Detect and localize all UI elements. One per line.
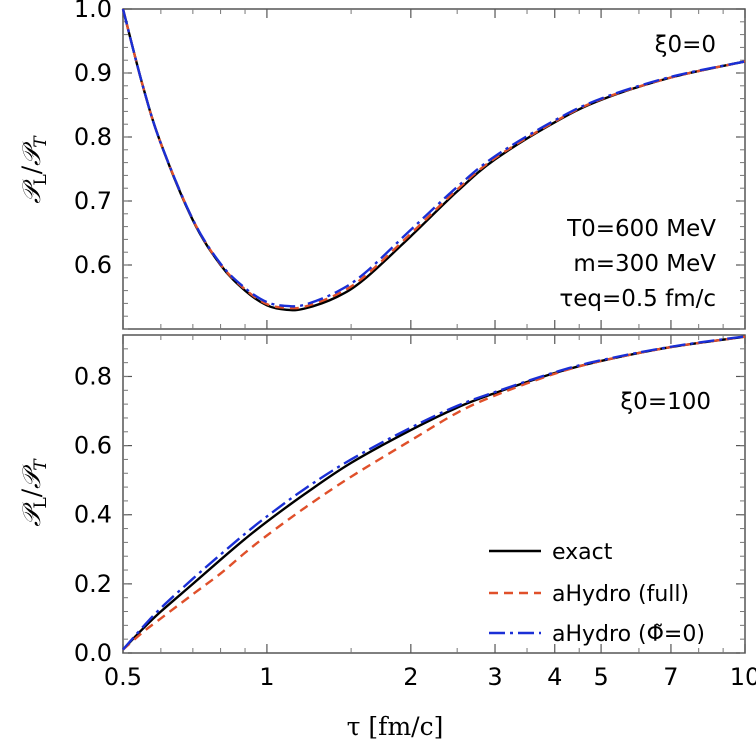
x-tick-label: 3 <box>487 663 502 691</box>
top-y-tick-label: 0.9 <box>74 59 112 87</box>
top-axis-ticks: 0.6 0.7 0.8 0.9 1.0 <box>74 0 746 330</box>
top-plot-frame <box>122 8 746 330</box>
top-series <box>121 8 746 312</box>
top-y-tick-label: 0.8 <box>74 123 112 151</box>
bottom-y-tick-label: 0.6 <box>74 432 112 460</box>
param-tau-eq: τeq=0.5 fm/c <box>559 286 716 312</box>
bottom-series <box>122 335 746 651</box>
top-y-tick-label: 0.7 <box>74 187 112 215</box>
legend-label-exact: exact <box>552 540 613 565</box>
bottom-y-tick-label: 0.8 <box>74 362 112 390</box>
x-tick-label: 4 <box>547 663 562 691</box>
x-tick-label: 5 <box>593 663 608 691</box>
bottom-axis-ticks: 0.0 0.2 0.4 0.6 0.8 0.5 1 2 3 4 5 7 10 <box>74 335 756 691</box>
top-y-axis-label: 𝒫L/𝒫T <box>17 135 51 204</box>
legend: exact aHydro (full) aHydro (Φ̃=0) <box>489 540 705 647</box>
bottom-y-tick-label: 0.0 <box>74 639 112 667</box>
x-tick-label: 10 <box>730 663 756 691</box>
bottom-y-tick-label: 0.2 <box>74 570 112 598</box>
legend-label-phi: aHydro (Φ̃=0) <box>552 622 705 647</box>
top-series-phi <box>121 8 746 308</box>
x-tick-label: 1 <box>259 663 274 691</box>
x-axis-label: τ [fm/c] <box>347 712 444 741</box>
x-tick-label: 2 <box>403 663 418 691</box>
bottom-xi-annotation: ξ0=100 <box>620 389 711 415</box>
legend-label-full: aHydro (full) <box>552 582 689 607</box>
x-tick-label: 7 <box>663 663 678 691</box>
top-xi-annotation: ξ0=0 <box>655 32 716 58</box>
top-y-tick-label: 0.6 <box>74 251 112 279</box>
param-m: m=300 MeV <box>573 251 716 277</box>
bottom-plot-frame <box>122 334 746 654</box>
top-y-tick-label: 1.0 <box>74 0 112 23</box>
bottom-y-axis-label: 𝒫L/𝒫T <box>17 458 51 527</box>
bottom-y-tick-label: 0.4 <box>74 501 112 529</box>
param-t0: T0=600 MeV <box>566 216 716 242</box>
bottom-series-phi <box>122 335 746 651</box>
x-tick-label: 0.5 <box>104 663 142 691</box>
